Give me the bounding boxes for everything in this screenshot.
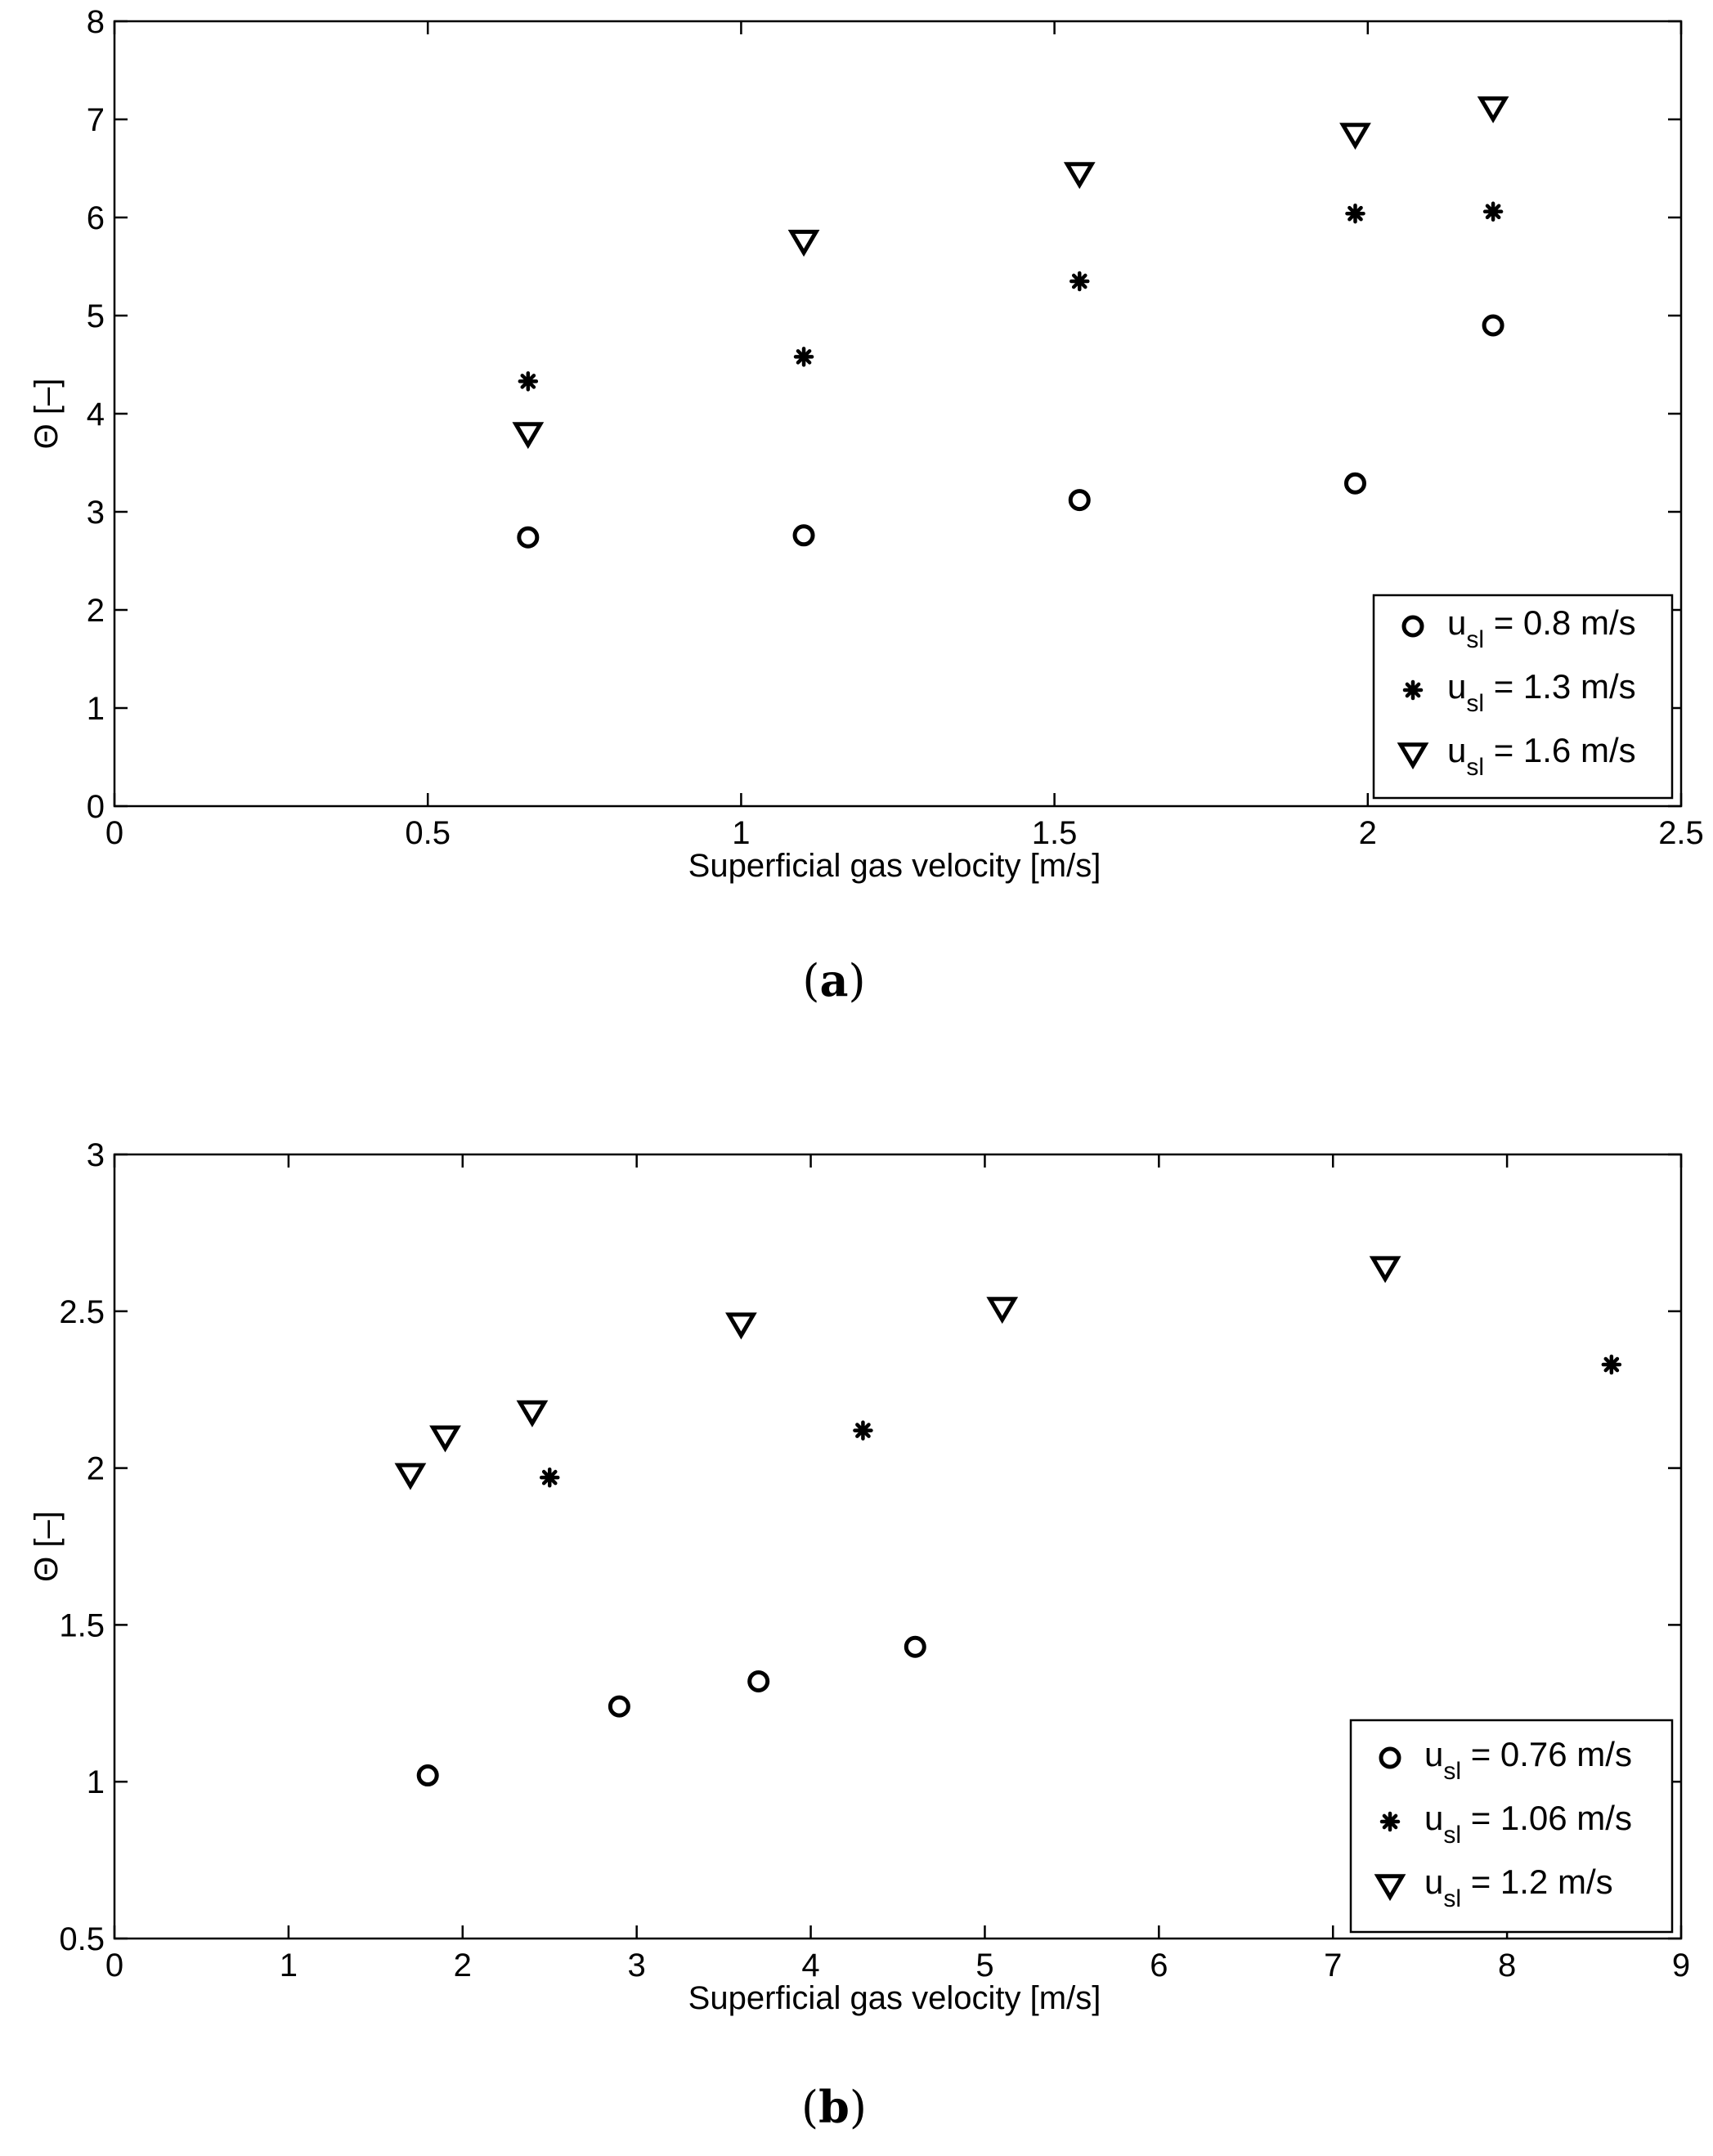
y-tick-label: 8: [87, 4, 105, 40]
x-tick-label: 1: [280, 1948, 298, 1983]
y-tick-label: 7: [87, 102, 105, 138]
data-point: [787, 230, 820, 257]
x-tick-label: 1.5: [1032, 815, 1078, 851]
data-point: [429, 1425, 461, 1453]
data-point: [725, 1312, 757, 1340]
x-tick-label: 7: [1324, 1948, 1342, 1983]
x-axis-title: Superficial gas velocity [m/s]: [688, 1980, 1101, 2016]
legend-marker: [1401, 615, 1424, 638]
legend-marker: [1374, 1874, 1406, 1902]
data-point: [394, 1463, 427, 1490]
series-2: [512, 96, 1509, 450]
x-tick-label: 2: [1359, 815, 1377, 851]
x-tick-label: 4: [801, 1948, 819, 1983]
y-tick-label: 2: [87, 1451, 105, 1487]
y-tick-label: 5: [87, 298, 105, 334]
series-0: [416, 1635, 926, 1787]
data-point: [1477, 96, 1509, 123]
legend-entry-label: usl = 1.3 m/s: [1447, 667, 1636, 717]
series-1: [518, 201, 1504, 392]
data-point: [986, 1297, 1019, 1325]
y-tick-label: 1: [87, 691, 105, 727]
data-point: [1339, 123, 1371, 150]
x-tick-label: 3: [628, 1948, 646, 1983]
series-2: [394, 1256, 1401, 1490]
data-point: [539, 1467, 560, 1488]
data-point: [1343, 472, 1366, 495]
data-point: [1068, 489, 1091, 512]
x-tick-label: 2.5: [1658, 815, 1704, 851]
data-point: [1601, 1354, 1622, 1375]
legend-entry-label: usl = 0.8 m/s: [1447, 603, 1636, 653]
data-point: [517, 526, 540, 549]
x-tick-label: 0.5: [405, 815, 451, 851]
legend-entry-label: usl = 1.6 m/s: [1447, 731, 1636, 781]
legend-entry-label: usl = 1.06 m/s: [1424, 1799, 1632, 1849]
legend-marker: [1397, 742, 1429, 770]
data-point: [1482, 314, 1504, 337]
data-point: [512, 422, 545, 450]
data-point: [1063, 162, 1096, 190]
y-tick-label: 1: [87, 1764, 105, 1800]
y-tick-label: 0.5: [59, 1921, 105, 1957]
data-point: [1345, 203, 1365, 224]
legend-entry-label: usl = 1.2 m/s: [1424, 1862, 1613, 1912]
x-tick-label: 0: [105, 1948, 123, 1983]
data-point: [904, 1635, 926, 1658]
data-point: [1070, 271, 1090, 292]
data-point: [1482, 201, 1504, 222]
legend-marker: [1402, 679, 1424, 701]
x-axis-title: Superficial gas velocity [m/s]: [688, 848, 1101, 884]
data-point: [608, 1695, 630, 1718]
y-tick-label: 2: [87, 593, 105, 629]
data-point: [747, 1670, 770, 1692]
chart-panel-a: 0 0.5 1 1.5 2 2.5 0 1 2 3 4 5 6 7 8 Superficial gas vel…: [29, 4, 1704, 1006]
x-tick-label: 0: [105, 815, 123, 851]
legend: usl = 0.8 m/s usl = 1.3 m/s usl = 1.6 m/s: [1372, 594, 1674, 800]
y-tick-label: 0: [87, 789, 105, 825]
x-tick-label: 5: [975, 1948, 993, 1983]
x-tick-label: 9: [1672, 1948, 1690, 1983]
plot-area-frame: [113, 1153, 1683, 1940]
y-tick-label: 6: [87, 200, 105, 236]
data-point: [1369, 1256, 1401, 1284]
legend-marker: [1379, 1811, 1401, 1832]
data-point: [518, 371, 539, 392]
data-point: [516, 1400, 549, 1428]
series-0: [517, 314, 1504, 549]
data-point: [853, 1420, 873, 1441]
panel-caption: (a): [802, 954, 865, 1006]
y-tick-label: 4: [87, 397, 105, 433]
chart-panel-b: 0 1 2 3 4 5 6 7 8 9 0.5 1 1.5 2 2.5 3 Superficial gas ve…: [29, 1137, 1690, 2133]
series-1: [539, 1354, 1622, 1488]
data-point: [793, 347, 814, 367]
x-tick-label: 1: [732, 815, 750, 851]
legend-marker: [1379, 1746, 1401, 1769]
data-point: [416, 1764, 439, 1787]
x-tick-label: 8: [1498, 1948, 1516, 1983]
y-axis-title: Θ [–]: [29, 1511, 65, 1582]
y-axis-title: Θ [–]: [29, 379, 65, 450]
legend-box: [1349, 1719, 1674, 1934]
y-tick-label: 3: [87, 1137, 105, 1173]
y-tick-label: 2.5: [59, 1294, 105, 1330]
legend: usl = 0.76 m/s usl = 1.06 m/s usl = 1.2 m/…: [1349, 1719, 1674, 1934]
y-tick-label: 1.5: [59, 1607, 105, 1643]
data-point: [792, 524, 815, 547]
legend-entry-label: usl = 0.76 m/s: [1424, 1735, 1632, 1785]
panel-caption: (b): [801, 2081, 867, 2133]
x-tick-label: 2: [454, 1948, 472, 1983]
y-tick-label: 3: [87, 495, 105, 531]
x-tick-label: 6: [1150, 1948, 1168, 1983]
